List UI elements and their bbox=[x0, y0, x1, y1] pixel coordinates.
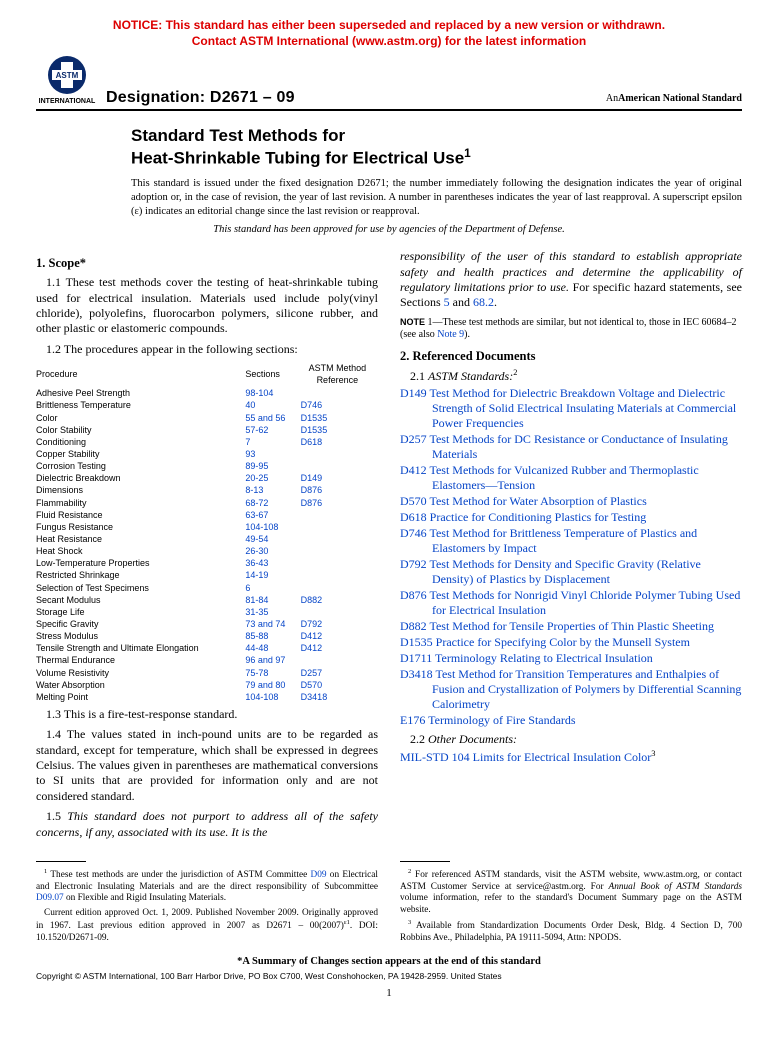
para-1-5: 1.5 This standard does not purport to ad… bbox=[36, 809, 378, 840]
table-row: Dielectric Breakdown20-25D149 bbox=[36, 472, 378, 484]
ref-item: MIL-STD 104 Limits for Electrical Insula… bbox=[400, 749, 742, 765]
ref-link[interactable]: D746 bbox=[400, 526, 427, 540]
link-d0907[interactable]: D09.07 bbox=[36, 893, 64, 903]
table-row: Volume Resistivity75-78D257 bbox=[36, 667, 378, 679]
ref-link[interactable]: D3418 bbox=[400, 667, 433, 681]
ref-link[interactable]: D1711 bbox=[400, 651, 432, 665]
designation: Designation: D2671 – 09 bbox=[106, 89, 606, 107]
ref-item: D570 Test Method for Water Absorption of… bbox=[400, 494, 742, 509]
header-bar: ASTM INTERNATIONAL Designation: D2671 – 0… bbox=[36, 55, 742, 107]
scope-heading: 1. Scope* bbox=[36, 255, 378, 271]
ref-item: D412 Test Methods for Vulcanized Rubber … bbox=[400, 463, 742, 493]
dod-note: This standard has been approved for use … bbox=[36, 224, 742, 235]
ref-link[interactable]: D570 bbox=[400, 494, 427, 508]
table-row: Color55 and 56D1535 bbox=[36, 412, 378, 424]
table-row: Thermal Endurance96 and 97 bbox=[36, 654, 378, 666]
para-1-1: 1.1 These test methods cover the testing… bbox=[36, 275, 378, 336]
table-row: Tensile Strength and Ultimate Elongation… bbox=[36, 642, 378, 654]
notice-line-1: NOTICE: This standard has either been su… bbox=[113, 18, 665, 32]
ref-heading: 2. Referenced Documents bbox=[400, 348, 742, 364]
table-row: Secant Modulus81-84D882 bbox=[36, 594, 378, 606]
ref-item: D149 Test Method for Dielectric Breakdow… bbox=[400, 386, 742, 431]
table-row: Copper Stability93 bbox=[36, 448, 378, 460]
table-row: Fungus Resistance104-108 bbox=[36, 521, 378, 533]
ref-link[interactable]: E176 bbox=[400, 713, 425, 727]
table-row: Selection of Test Specimens6 bbox=[36, 582, 378, 594]
table-row: Heat Resistance49-54 bbox=[36, 533, 378, 545]
table-row: Storage Life31-35 bbox=[36, 606, 378, 618]
table-row: Heat Shock26-30 bbox=[36, 545, 378, 557]
ref-item: D3418 Test Method for Transition Tempera… bbox=[400, 667, 742, 712]
table-row: Corrosion Testing89-95 bbox=[36, 460, 378, 472]
table-row: Dimensions8-13D876 bbox=[36, 484, 378, 496]
table-row: Water Absorption79 and 80D570 bbox=[36, 679, 378, 691]
th-procedure: Procedure bbox=[36, 362, 245, 387]
table-row: Low-Temperature Properties36-43 bbox=[36, 557, 378, 569]
table-row: Fluid Resistance63-67 bbox=[36, 509, 378, 521]
table-row: Conditioning7D618 bbox=[36, 436, 378, 448]
ref-item: D746 Test Method for Brittleness Tempera… bbox=[400, 526, 742, 556]
page-number: 1 bbox=[36, 987, 742, 999]
rule bbox=[36, 109, 742, 111]
svg-text:INTERNATIONAL: INTERNATIONAL bbox=[39, 98, 96, 105]
para-1-4: 1.4 The values stated in inch-pound unit… bbox=[36, 727, 378, 804]
copyright: Copyright © ASTM International, 100 Barr… bbox=[36, 971, 742, 981]
svg-text:ASTM: ASTM bbox=[56, 71, 79, 80]
note-1: NOTE 1—These test methods are similar, b… bbox=[400, 317, 742, 342]
ref-item: D1535 Practice for Specifying Color by t… bbox=[400, 635, 742, 650]
ref-link[interactable]: D876 bbox=[400, 588, 427, 602]
ref-link[interactable]: D412 bbox=[400, 463, 427, 477]
link-section-68-2[interactable]: 68.2 bbox=[473, 295, 494, 309]
notice-banner: NOTICE: This standard has either been su… bbox=[36, 18, 742, 49]
table-row: Stress Modulus85-88D412 bbox=[36, 630, 378, 642]
notice-line-2: Contact ASTM International (www.astm.org… bbox=[192, 34, 586, 48]
ref-sub-2-2: 2.2 Other Documents: bbox=[400, 732, 742, 747]
summary-note: *A Summary of Changes section appears at… bbox=[36, 956, 742, 967]
ref-item: D1711 Terminology Relating to Electrical… bbox=[400, 651, 742, 666]
ref-link[interactable]: D792 bbox=[400, 557, 427, 571]
table-row: Melting Point104-108D3418 bbox=[36, 691, 378, 703]
para-1-3: 1.3 This is a fire-test-response standar… bbox=[36, 707, 378, 722]
table-row: Brittleness Temperature40D746 bbox=[36, 399, 378, 411]
ref-item: E176 Terminology of Fire Standards bbox=[400, 713, 742, 728]
ref-item: D876 Test Methods for Nonrigid Vinyl Chl… bbox=[400, 588, 742, 618]
link-d09[interactable]: D09 bbox=[311, 870, 327, 880]
ref-link[interactable]: D618 bbox=[400, 510, 427, 524]
footnotes: 1 These test methods are under the juris… bbox=[36, 853, 742, 948]
th-reference: ASTM MethodReference bbox=[301, 362, 378, 387]
table-row: Restricted Shrinkage14-19 bbox=[36, 569, 378, 581]
ref-link[interactable]: D1535 bbox=[400, 635, 433, 649]
ref-link[interactable]: D882 bbox=[400, 619, 427, 633]
ref-item: D257 Test Methods for DC Resistance or C… bbox=[400, 432, 742, 462]
ans-label: AnAmerican National Standard bbox=[606, 93, 742, 107]
ref-item: D882 Test Method for Tensile Properties … bbox=[400, 619, 742, 634]
column-left: 1. Scope* 1.1 These test methods cover t… bbox=[36, 249, 378, 845]
para-1-2: 1.2 The procedures appear in the followi… bbox=[36, 342, 378, 357]
ref-item: D792 Test Methods for Density and Specif… bbox=[400, 557, 742, 587]
link-note-9[interactable]: Note 9 bbox=[437, 329, 464, 340]
table-row: Color Stability57-62D1535 bbox=[36, 424, 378, 436]
document-title: Standard Test Methods for Heat-Shrinkabl… bbox=[131, 125, 742, 169]
ref-list-2: MIL-STD 104 Limits for Electrical Insula… bbox=[400, 749, 742, 765]
issuance-note: This standard is issued under the fixed … bbox=[131, 177, 742, 218]
ref-link[interactable]: D149 bbox=[400, 386, 427, 400]
table-row: Specific Gravity73 and 74D792 bbox=[36, 618, 378, 630]
ref-list: D149 Test Method for Dielectric Breakdow… bbox=[400, 386, 742, 728]
para-1-5-cont: responsibility of the user of this stand… bbox=[400, 249, 742, 310]
table-row: Flammability68-72D876 bbox=[36, 497, 378, 509]
ref-sub-2-1: 2.1 ASTM Standards:2 bbox=[400, 368, 742, 384]
procedures-table: Procedure Sections ASTM MethodReference … bbox=[36, 362, 378, 703]
table-row: Adhesive Peel Strength98-104 bbox=[36, 387, 378, 399]
ref-link[interactable]: D257 bbox=[400, 432, 427, 446]
ref-item: D618 Practice for Conditioning Plastics … bbox=[400, 510, 742, 525]
ref-link[interactable]: MIL-STD 104 bbox=[400, 750, 470, 764]
astm-logo-icon: ASTM INTERNATIONAL bbox=[36, 55, 98, 107]
th-sections: Sections bbox=[245, 362, 300, 387]
column-right: responsibility of the user of this stand… bbox=[400, 249, 742, 845]
